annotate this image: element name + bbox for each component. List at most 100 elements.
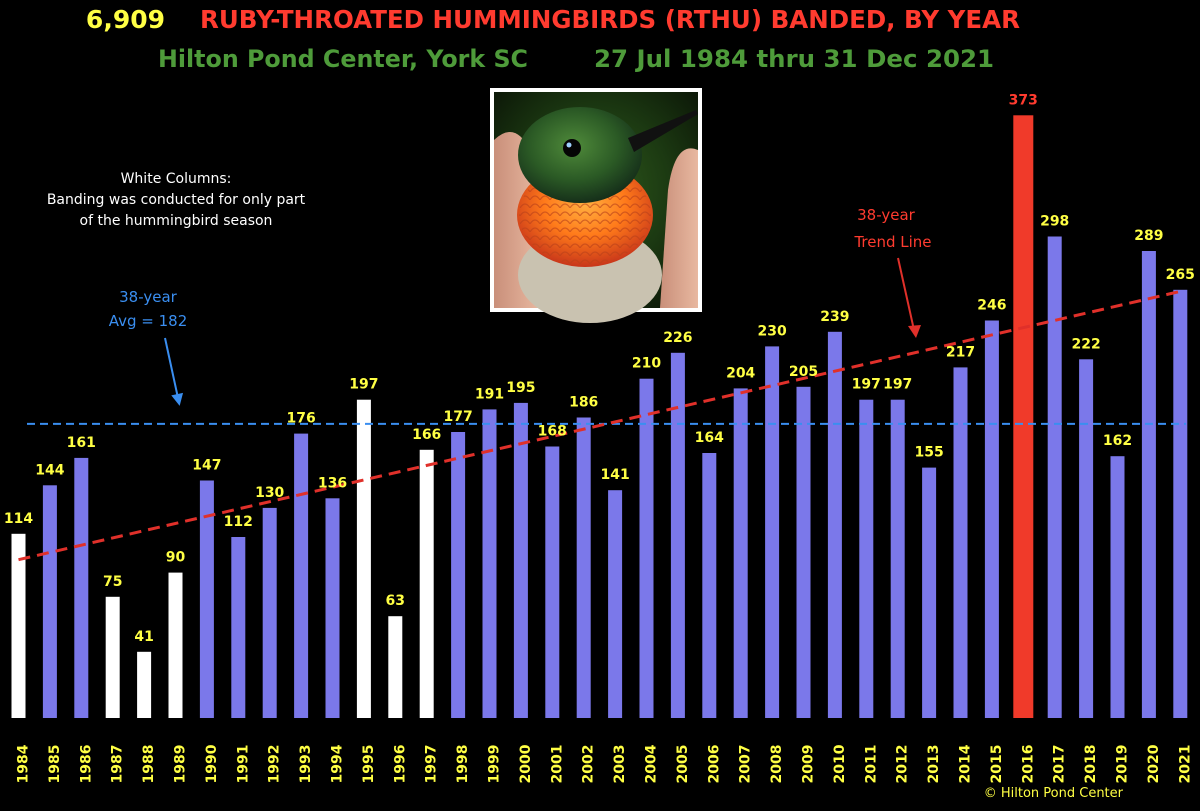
value-label-1987: 75 xyxy=(103,574,122,590)
value-label-1985: 144 xyxy=(35,462,64,478)
bar-2013 xyxy=(922,467,937,718)
copyright-notice: © Hilton Pond Center xyxy=(984,786,1124,801)
bar-2002 xyxy=(576,417,591,718)
x-tick-label-1992: 1992 xyxy=(267,745,283,784)
bar-2017 xyxy=(1047,236,1062,718)
x-tick-label-2007: 2007 xyxy=(738,745,754,784)
average-annotation-line2: Avg = 182 xyxy=(109,312,188,330)
bar-2016 xyxy=(1013,115,1034,719)
value-label-1991: 112 xyxy=(224,514,253,530)
trend-annotation-line2: Trend Line xyxy=(853,233,931,251)
value-label-2004: 210 xyxy=(632,356,661,372)
trend-line xyxy=(18,289,1181,562)
x-tick-label-2002: 2002 xyxy=(581,745,597,784)
value-label-2013: 155 xyxy=(914,445,943,461)
x-tick-label-1999: 1999 xyxy=(487,745,503,784)
x-tick-label-2014: 2014 xyxy=(958,744,974,783)
bar-1993 xyxy=(294,433,309,718)
white-columns-note-heading: White Columns: xyxy=(121,171,232,187)
x-tick-label-2018: 2018 xyxy=(1083,745,1099,784)
x-tick-label-2000: 2000 xyxy=(518,744,534,783)
average-arrow xyxy=(164,337,184,406)
bar-2009 xyxy=(796,386,811,718)
x-tick-label-1988: 1988 xyxy=(141,745,157,784)
value-label-2002: 186 xyxy=(569,395,598,411)
x-tick-label-2008: 2008 xyxy=(769,745,785,784)
bar-2021 xyxy=(1173,289,1188,718)
chart-subtitle-dates: 27 Jul 1984 thru 31 Dec 2021 xyxy=(594,45,994,73)
bar-2020 xyxy=(1141,251,1156,718)
value-label-2019: 162 xyxy=(1103,433,1132,449)
bar-1991 xyxy=(231,537,246,718)
x-tick-label-1989: 1989 xyxy=(173,745,189,784)
value-label-1994: 136 xyxy=(318,475,347,491)
bar-2000 xyxy=(513,402,528,718)
x-tick-label-2004: 2004 xyxy=(644,744,660,783)
x-tick-label-1996: 1996 xyxy=(392,745,408,784)
value-label-2005: 226 xyxy=(663,330,692,346)
bar-1992 xyxy=(262,507,277,718)
bar-2015 xyxy=(984,320,999,718)
bars-layer xyxy=(11,115,1188,719)
bar-1995 xyxy=(356,399,371,718)
bar-2019 xyxy=(1110,456,1125,718)
value-label-1986: 161 xyxy=(67,435,96,451)
x-tick-label-2001: 2001 xyxy=(549,745,565,784)
bar-2004 xyxy=(639,378,654,718)
x-tick-label-2012: 2012 xyxy=(895,745,911,784)
bar-1986 xyxy=(74,457,89,718)
x-tick-label-1993: 1993 xyxy=(298,745,314,784)
bar-1998 xyxy=(451,432,466,718)
value-label-2000: 195 xyxy=(506,380,535,396)
x-tick-label-1987: 1987 xyxy=(110,745,126,784)
average-annotation-line1: 38-year xyxy=(119,288,178,306)
value-label-1996: 63 xyxy=(386,593,405,609)
value-label-1998: 177 xyxy=(443,409,472,425)
bar-2005 xyxy=(670,352,685,718)
bar-1984 xyxy=(11,533,26,718)
white-columns-note-line2: Banding was conducted for only part xyxy=(47,192,306,208)
x-tick-label-2021: 2021 xyxy=(1177,745,1193,784)
value-label-1989: 90 xyxy=(166,550,186,566)
bar-1990 xyxy=(199,480,214,718)
x-tick-label-2005: 2005 xyxy=(675,745,691,784)
labels-layer: 114 1984 144 1985 161 1986 75 1987 41 1988 90 1989 1… xyxy=(4,92,1195,783)
bar-1988 xyxy=(137,651,152,718)
value-label-2021: 265 xyxy=(1166,267,1195,283)
x-tick-label-2010: 2010 xyxy=(832,744,848,783)
x-tick-label-1998: 1998 xyxy=(455,745,471,784)
bar-1987 xyxy=(105,596,120,718)
bar-2012 xyxy=(890,399,905,718)
value-label-2018: 222 xyxy=(1071,336,1100,352)
value-label-2006: 164 xyxy=(695,430,724,446)
bar-2011 xyxy=(859,399,874,718)
value-label-2016: 373 xyxy=(1009,92,1038,108)
value-label-2017: 298 xyxy=(1040,214,1069,230)
x-tick-label-1997: 1997 xyxy=(424,745,440,784)
bar-1997 xyxy=(419,449,434,718)
value-label-2003: 141 xyxy=(600,467,629,483)
x-tick-label-1984: 1984 xyxy=(16,744,32,783)
value-label-1988: 41 xyxy=(134,629,153,645)
x-tick-label-1991: 1991 xyxy=(235,745,251,784)
bar-2010 xyxy=(827,331,842,718)
value-label-2020: 289 xyxy=(1134,228,1163,244)
value-label-2009: 205 xyxy=(789,364,818,380)
bar-2014 xyxy=(953,367,968,718)
x-tick-label-2003: 2003 xyxy=(612,745,628,784)
hummingbird-photo xyxy=(490,88,702,323)
value-label-2010: 239 xyxy=(820,309,849,325)
bar-2001 xyxy=(545,446,560,718)
x-tick-label-1986: 1986 xyxy=(78,745,94,784)
value-label-2011: 197 xyxy=(852,377,881,393)
bar-2018 xyxy=(1079,359,1094,718)
value-label-1984: 114 xyxy=(4,511,33,527)
bar-1994 xyxy=(325,498,340,718)
value-label-1993: 176 xyxy=(286,411,315,427)
bar-2008 xyxy=(765,346,780,718)
x-tick-label-2006: 2006 xyxy=(706,745,722,784)
bar-2006 xyxy=(702,453,717,718)
x-tick-label-2019: 2019 xyxy=(1115,745,1131,784)
value-label-1997: 166 xyxy=(412,427,441,443)
